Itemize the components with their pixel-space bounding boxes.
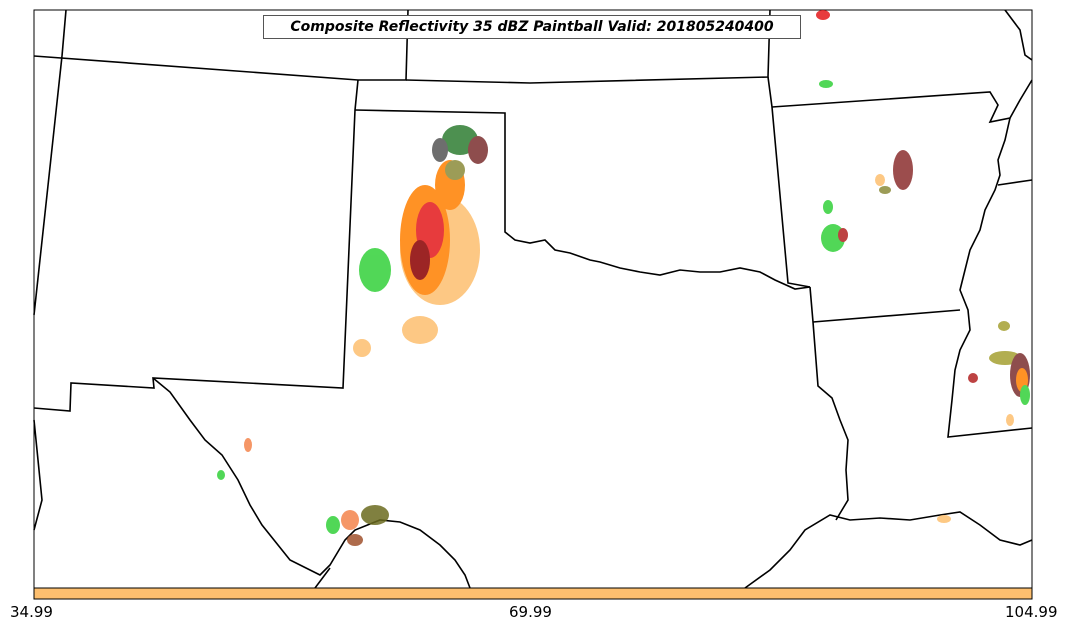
blob-brown — [468, 136, 488, 164]
boundary-ms-al — [997, 179, 1033, 186]
blob-tx-orange2 — [244, 438, 252, 452]
blob-ar-olive — [879, 186, 891, 194]
blob-olive — [445, 160, 465, 180]
boundary-ok-panhandle — [354, 109, 811, 290]
boundary-tx-east — [809, 286, 849, 521]
colorbar-tick-min: 34.99 — [10, 603, 53, 621]
mississippi-river — [947, 117, 1033, 438]
paintball-cluster-arkansas — [816, 10, 913, 252]
colorbar-tick-mid: 69.99 — [509, 603, 552, 621]
map-frame — [33, 9, 1033, 589]
chart-title: Composite Reflectivity 35 dBZ Paintball … — [263, 15, 801, 39]
blob-ar-orange — [875, 174, 885, 186]
boundary-ar-la — [812, 309, 961, 323]
blob-tx-green2 — [217, 470, 225, 480]
boundary-tn — [1004, 9, 1033, 61]
boundary-ar-mo — [771, 79, 1033, 124]
blob-ms-green — [1020, 385, 1030, 405]
boundary-ks-ok — [405, 9, 771, 84]
boundary-ut-az — [61, 9, 67, 57]
gulf-coast — [744, 511, 1033, 589]
paintball-cluster-mississippi — [968, 321, 1030, 426]
blob-tx-brown — [347, 534, 363, 546]
blob-ms-light — [1006, 414, 1014, 426]
blob-ms-red — [968, 373, 978, 383]
blob-ar-red2 — [816, 10, 830, 20]
colorbar — [33, 587, 1033, 600]
blob-ar-red — [838, 228, 848, 242]
blob-ar-green2 — [823, 200, 833, 214]
blob-darkred — [410, 240, 430, 280]
state-boundaries — [33, 9, 1033, 589]
blob-ar-brown — [893, 150, 913, 190]
boundary-mexico-west — [33, 419, 43, 531]
boundary-ok-ar — [767, 76, 811, 288]
paintball-cluster-south-texas — [217, 438, 951, 546]
boundary-co-ks — [33, 9, 409, 81]
blob-tx-light — [937, 515, 951, 523]
blob-green — [359, 248, 391, 292]
blob-light-south — [402, 316, 438, 344]
blob-tx-orange — [341, 510, 359, 530]
paintball-cluster-oklahoma — [353, 125, 488, 357]
blob-light-south2 — [353, 339, 371, 357]
blob-tx-olive — [361, 505, 389, 525]
boundary-nm — [33, 79, 359, 412]
boundary-mexico-south — [314, 567, 331, 589]
boundary-az-nm — [33, 55, 63, 316]
blob-tx-green — [326, 516, 340, 534]
blob-gray — [432, 138, 448, 162]
boundary-tx-mexico — [152, 377, 471, 589]
blob-ar-green3 — [819, 80, 833, 88]
colorbar-tick-max: 104.99 — [1005, 603, 1058, 621]
blob-ms-olive2 — [998, 321, 1010, 331]
